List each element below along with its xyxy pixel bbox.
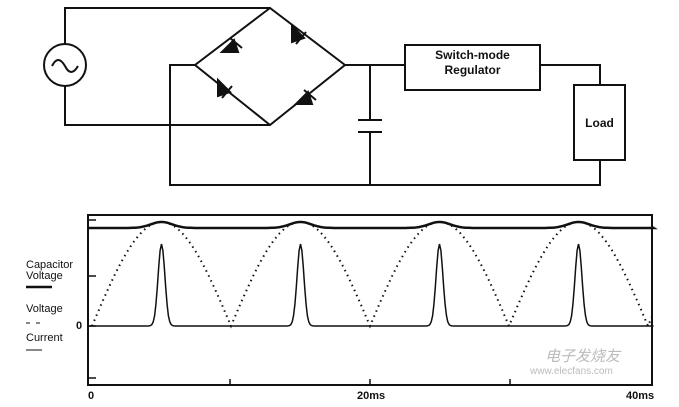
legend-current: Current (26, 332, 63, 344)
source-wires (64, 7, 270, 126)
return-wire (169, 64, 601, 186)
sine-icon (51, 59, 79, 73)
load-label: Load (585, 116, 614, 130)
y-zero-label: 0 (76, 320, 83, 332)
legend-voltage: Voltage (26, 303, 63, 315)
voltage-series (91, 220, 655, 329)
capacitor (358, 65, 382, 185)
circuit (43, 6, 626, 186)
legend-capacitor-voltage: Capacitor Voltage (26, 259, 74, 282)
x-tick-20ms: 20ms (357, 390, 386, 402)
x-tick-0: 0 (88, 390, 95, 402)
regulator-label: Switch-mode Regulator (435, 48, 510, 77)
bridge (193, 6, 347, 127)
regulator-box (404, 44, 541, 91)
watermark-url: www.elecfans.com (530, 366, 613, 377)
load-box (573, 84, 626, 161)
ticks (88, 219, 511, 385)
current-series (88, 243, 654, 327)
legend-markers (26, 285, 52, 351)
diodes (217, 23, 317, 105)
x-tick-40ms: 40ms (626, 390, 655, 402)
capacitor-voltage-series (88, 220, 658, 230)
output-wire (345, 64, 601, 85)
watermark-cn: 电子发烧友 (545, 348, 621, 365)
